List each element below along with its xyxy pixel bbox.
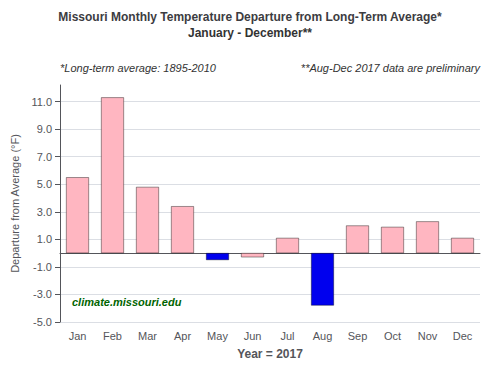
svg-text:7.0: 7.0 <box>37 151 52 163</box>
svg-text:May: May <box>207 330 228 342</box>
svg-text:Apr: Apr <box>174 330 191 342</box>
svg-text:-5.0: -5.0 <box>33 316 52 328</box>
svg-text:Nov: Nov <box>418 330 438 342</box>
svg-text:Missouri Monthly Temperature D: Missouri Monthly Temperature Departure f… <box>58 10 442 24</box>
svg-text:Sep: Sep <box>348 330 368 342</box>
svg-text:Jul: Jul <box>280 330 294 342</box>
svg-text:Departure from Average (°F): Departure from Average (°F) <box>9 134 21 273</box>
svg-text:Dec: Dec <box>453 330 473 342</box>
svg-text:Feb: Feb <box>103 330 122 342</box>
svg-text:*Long-term average: 1895-2010: *Long-term average: 1895-2010 <box>60 62 217 74</box>
svg-text:Mar: Mar <box>138 330 157 342</box>
svg-text:1.0: 1.0 <box>37 233 52 245</box>
svg-text:5.0: 5.0 <box>37 178 52 190</box>
svg-text:Oct: Oct <box>384 330 401 342</box>
svg-text:11.0: 11.0 <box>31 96 52 108</box>
svg-text:-3.0: -3.0 <box>33 288 52 300</box>
svg-text:9.0: 9.0 <box>37 123 52 135</box>
svg-text:-1.0: -1.0 <box>33 261 52 273</box>
svg-text:Jun: Jun <box>244 330 262 342</box>
svg-text:3.0: 3.0 <box>37 206 52 218</box>
svg-text:**Aug-Dec 2017 data are prelim: **Aug-Dec 2017 data are preliminary <box>301 62 482 74</box>
svg-text:Jan: Jan <box>69 330 87 342</box>
svg-text:Aug: Aug <box>313 330 333 342</box>
svg-text:climate.missouri.edu: climate.missouri.edu <box>72 296 182 308</box>
svg-text:January - December**: January - December** <box>188 26 312 40</box>
svg-text:Year = 2017: Year = 2017 <box>237 347 303 361</box>
